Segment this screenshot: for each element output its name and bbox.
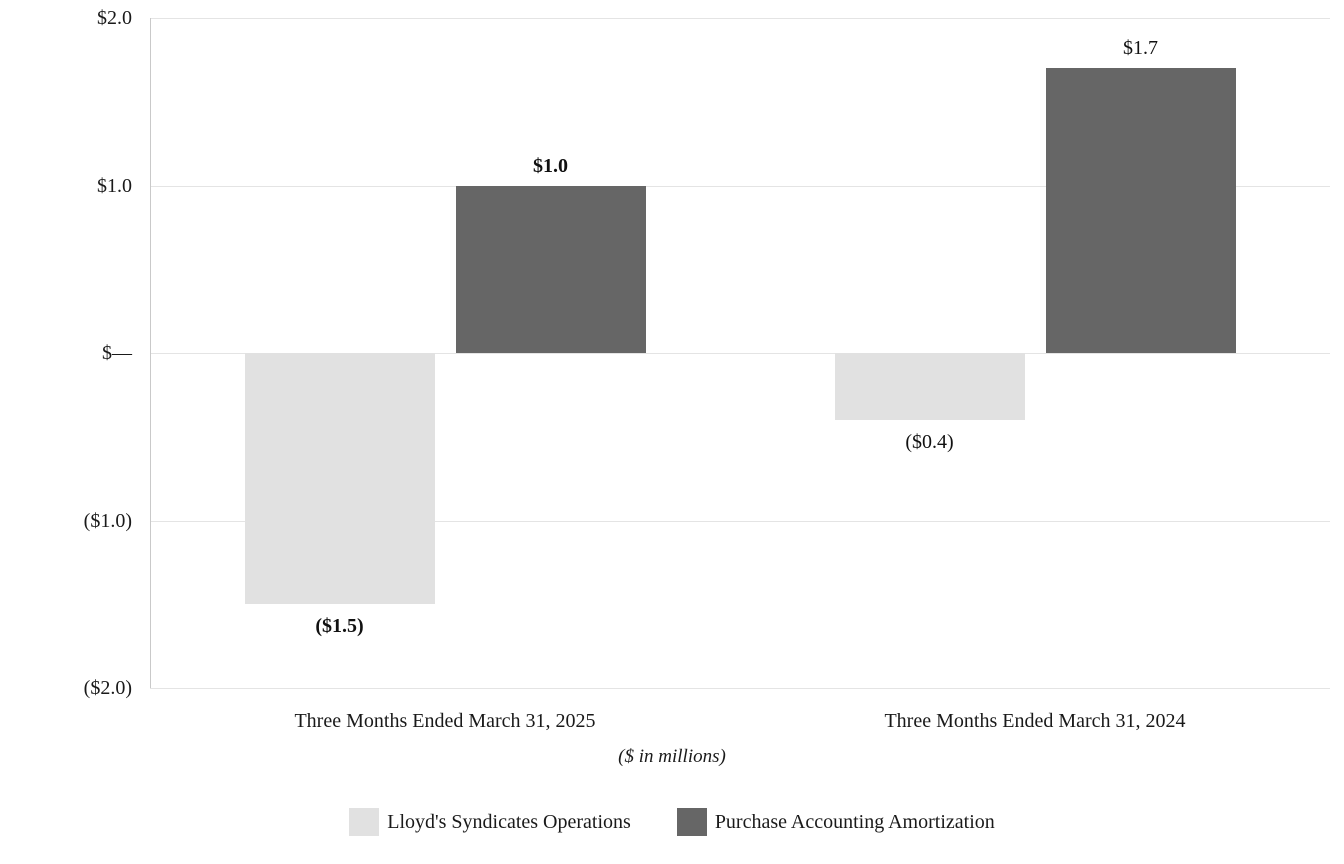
y-tick-label: ($2.0)	[83, 677, 132, 699]
gridline	[150, 520, 1330, 522]
y-tick-label: $1.0	[97, 174, 132, 197]
legend: Lloyd's Syndicates Operations Purchase A…	[0, 808, 1344, 836]
axis-note: ($ in millions)	[618, 746, 726, 767]
legend-label-paa: Purchase Accounting Amortization	[714, 810, 995, 833]
legend-swatch-lloyds-icon	[349, 808, 380, 836]
gridline	[150, 353, 1330, 354]
legend-item-lloyds: Lloyd's Syndicates Operations	[349, 808, 631, 836]
legend-item-paa: Purchase Accounting Amortization	[676, 808, 995, 836]
bar-value-label: ($1.5)	[315, 615, 364, 638]
bar-lloyds-1	[834, 353, 1025, 420]
bar-lloyds-0	[244, 353, 435, 605]
bar-paa-0	[455, 185, 646, 353]
legend-label-lloyds: Lloyd's Syndicates Operations	[387, 810, 631, 833]
y-tick-label: $—	[102, 342, 132, 364]
y-axis-line	[150, 18, 151, 688]
y-tick-label: $2.0	[97, 7, 132, 29]
bar-paa-1	[1045, 68, 1236, 353]
legend-swatch-paa-icon	[676, 808, 707, 836]
x-category-label: Three Months Ended March 31, 2024	[884, 710, 1186, 732]
gridline	[150, 18, 1330, 19]
bar-value-label: $1.7	[1123, 37, 1158, 60]
x-category-label: Three Months Ended March 31, 2025	[294, 710, 596, 732]
gridline	[150, 185, 1330, 187]
y-tick-label: ($1.0)	[83, 509, 132, 532]
gridline	[150, 688, 1330, 689]
bar-value-label: $1.0	[533, 154, 568, 177]
bar-value-label: ($0.4)	[905, 431, 954, 453]
